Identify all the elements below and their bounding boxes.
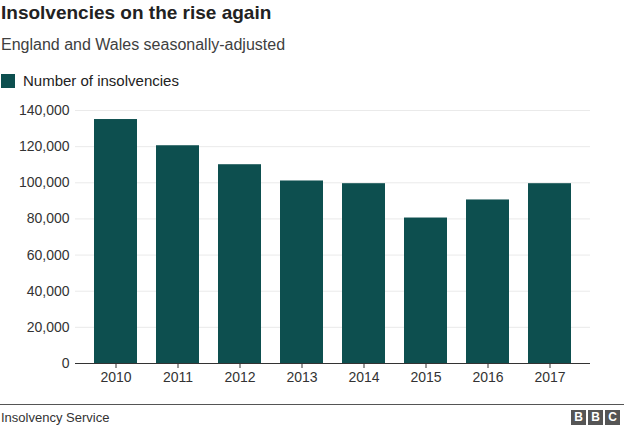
html-text:England and Wales seasonally-a: England and Wales seasonally-adjusted <box>1 36 285 53</box>
html-text:Insolvencies on the rise again: Insolvencies on the rise again <box>1 2 272 23</box>
svg-text:60,000: 60,000 <box>27 247 70 263</box>
svg-text:40,000: 40,000 <box>27 283 70 299</box>
html-text:B: B <box>574 410 583 424</box>
svg-text:80,000: 80,000 <box>27 210 70 226</box>
svg-text:2010: 2010 <box>100 369 131 385</box>
svg-text:2011: 2011 <box>163 369 193 385</box>
svg-text:2016: 2016 <box>472 369 503 385</box>
html-text:Insolvency Service: Insolvency Service <box>1 410 110 425</box>
svg-text:100,000: 100,000 <box>19 174 70 190</box>
svg-text:20,000: 20,000 <box>27 319 70 335</box>
svg-text:2014: 2014 <box>348 369 379 385</box>
svg-text:120,000: 120,000 <box>19 138 70 154</box>
svg-text:2015: 2015 <box>410 369 441 385</box>
html-text:Number of insolvencies: Number of insolvencies <box>23 72 179 89</box>
html-text:B: B <box>591 410 600 424</box>
svg-text:2012: 2012 <box>224 369 255 385</box>
html-text:C: C <box>608 410 617 424</box>
svg-text:0: 0 <box>62 355 70 371</box>
svg-text:2013: 2013 <box>286 369 317 385</box>
svg-text:2017: 2017 <box>534 369 565 385</box>
svg-text:140,000: 140,000 <box>19 102 70 118</box>
